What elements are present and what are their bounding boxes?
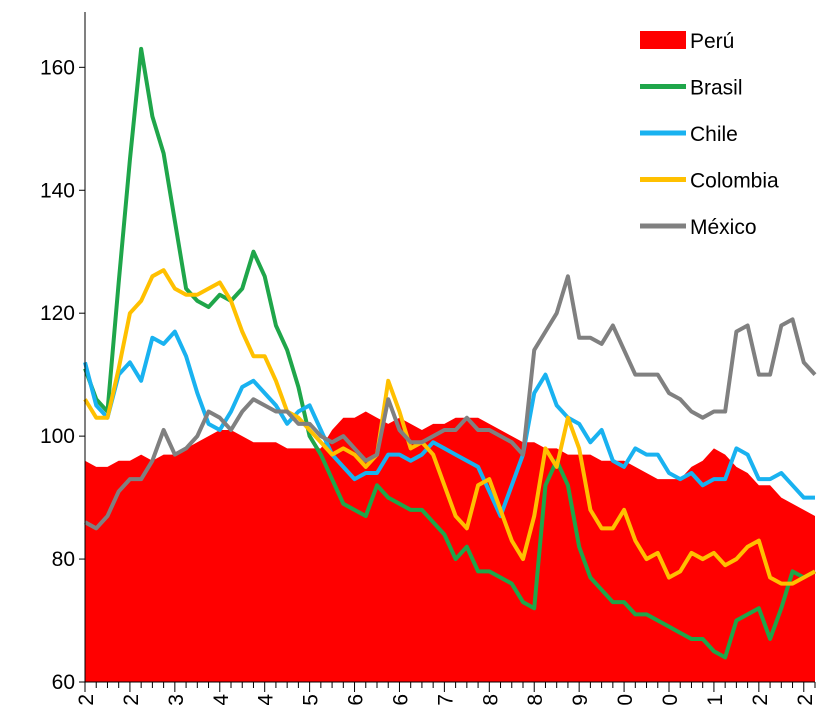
y-tick-label: 120 (40, 302, 75, 325)
x-tick-label: M-03 (165, 694, 188, 705)
legend-swatch (640, 31, 686, 49)
line (84, 274, 817, 531)
x-tick-label: S-10 (659, 694, 682, 705)
y-tick-label: 80 (52, 548, 75, 571)
y-tick-label: 60 (52, 671, 75, 694)
line (83, 46, 816, 660)
x-tick-label: M-11 (704, 694, 727, 705)
y-tick-label: 140 (40, 179, 75, 202)
y-tick-label: 100 (40, 425, 75, 448)
x-tick-label: S-02 (120, 694, 143, 705)
x-tick-label: M-09 (569, 694, 592, 705)
x-tick-label: E-02 (75, 694, 98, 705)
x-tick-label: E-04 (210, 694, 233, 705)
legend-label: Colombia (690, 170, 779, 193)
x-tick-label: S-12 (794, 694, 817, 705)
legend-label: Chile (690, 123, 738, 146)
x-tick-label: E-08 (479, 694, 502, 705)
y-tick-label: 160 (40, 56, 75, 79)
x-tick-label: E-12 (749, 694, 772, 705)
x-tick-label: M-05 (300, 694, 323, 705)
x-tick-label: E-10 (614, 694, 637, 705)
x-tick-label: S-08 (524, 694, 547, 705)
x-tick-label: E-06 (345, 694, 368, 705)
x-tick-label: S-06 (389, 694, 412, 705)
legend-label: México (690, 216, 757, 239)
line (83, 268, 816, 586)
legend-label: Brasil (690, 77, 743, 100)
legend-label: Perú (690, 30, 734, 53)
x-tick-label: S-04 (255, 694, 278, 705)
x-tick-label: M-07 (434, 694, 457, 705)
